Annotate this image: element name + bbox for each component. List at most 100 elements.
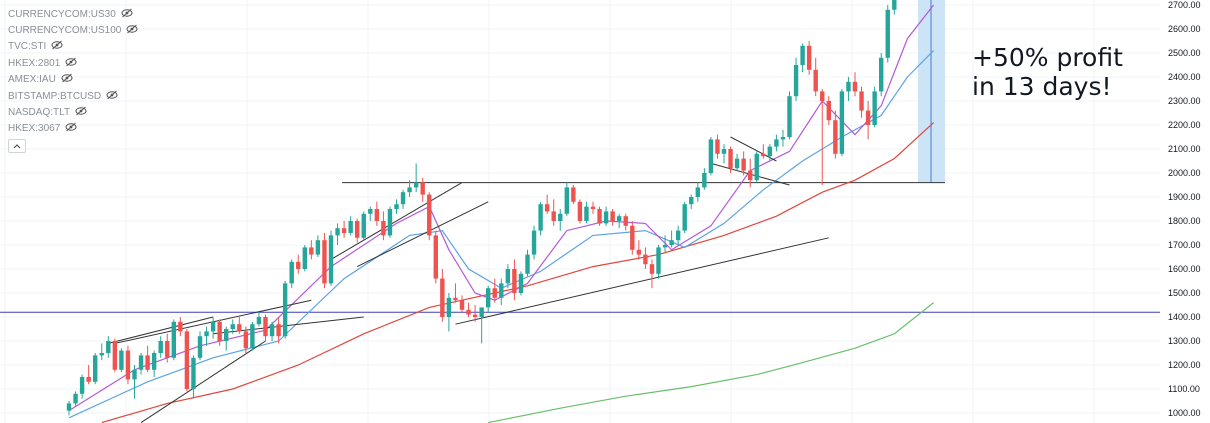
candle bbox=[486, 285, 491, 313]
candle-body bbox=[224, 329, 229, 341]
candle bbox=[551, 199, 556, 226]
candle-body bbox=[282, 283, 288, 337]
candle bbox=[472, 305, 478, 322]
candle bbox=[361, 211, 366, 241]
eye-hidden-icon[interactable] bbox=[126, 24, 138, 37]
candle bbox=[184, 329, 190, 392]
eye-hidden-icon[interactable] bbox=[65, 57, 77, 70]
candle bbox=[322, 233, 327, 289]
candle-body bbox=[793, 65, 799, 97]
eye-hidden-icon[interactable] bbox=[51, 40, 63, 53]
candle-body bbox=[230, 324, 235, 329]
candle bbox=[243, 326, 249, 353]
legend-item: TVC:STI bbox=[8, 39, 138, 55]
candle bbox=[833, 110, 838, 159]
y-tick-label: 2400.00 bbox=[1168, 72, 1201, 82]
candle bbox=[852, 72, 858, 97]
candle bbox=[872, 86, 877, 128]
candle bbox=[761, 144, 766, 159]
candle-body bbox=[885, 9, 890, 58]
candle bbox=[865, 101, 871, 140]
candle-body bbox=[472, 314, 478, 317]
candle-body bbox=[204, 331, 209, 337]
candle-body bbox=[73, 393, 78, 404]
eye-hidden-icon[interactable] bbox=[65, 122, 77, 135]
eye-hidden-icon[interactable] bbox=[61, 73, 73, 86]
candle bbox=[826, 96, 831, 125]
candle bbox=[649, 259, 655, 289]
candle-body bbox=[499, 283, 504, 298]
candle bbox=[571, 185, 576, 205]
candle-body bbox=[826, 101, 831, 121]
candle-body bbox=[151, 353, 157, 370]
candle-body bbox=[525, 254, 530, 274]
candle-body bbox=[407, 187, 412, 193]
candle-body bbox=[590, 206, 596, 209]
candle bbox=[394, 199, 399, 214]
candle bbox=[748, 158, 753, 188]
eye-hidden-icon[interactable] bbox=[121, 8, 133, 21]
candle-body bbox=[780, 137, 786, 140]
candle-body bbox=[197, 336, 203, 358]
candle-body bbox=[93, 355, 98, 382]
candle-body bbox=[394, 204, 399, 209]
candle-body bbox=[486, 288, 491, 308]
candle bbox=[617, 213, 622, 229]
candle bbox=[505, 264, 511, 289]
candle-body bbox=[800, 45, 805, 65]
eye-hidden-icon[interactable] bbox=[106, 90, 118, 103]
candle-body bbox=[617, 216, 622, 221]
candle-body bbox=[721, 149, 727, 154]
chevron-up-icon bbox=[13, 144, 21, 149]
eye-hidden-icon[interactable] bbox=[75, 106, 87, 119]
candle bbox=[512, 259, 517, 301]
candle bbox=[427, 192, 432, 241]
candle-body bbox=[112, 341, 118, 370]
candle-body bbox=[263, 317, 268, 337]
candle-body bbox=[892, 0, 897, 10]
candle bbox=[806, 41, 812, 75]
candle bbox=[623, 213, 628, 231]
y-tick-label: 1000.00 bbox=[1168, 408, 1201, 418]
candle bbox=[682, 201, 687, 233]
candle-body bbox=[119, 350, 124, 370]
candle-body bbox=[859, 91, 864, 111]
candle-body bbox=[820, 91, 825, 101]
candle-body bbox=[178, 321, 183, 332]
candle-body bbox=[269, 324, 275, 337]
candle-body bbox=[741, 158, 746, 171]
collapse-legend-button[interactable] bbox=[8, 139, 26, 154]
candle bbox=[230, 319, 235, 334]
candle bbox=[492, 278, 497, 303]
candle bbox=[309, 240, 314, 260]
candle-body bbox=[597, 209, 602, 224]
candle-body bbox=[217, 321, 222, 341]
legend-symbol: BITSTAMP:BTCUSD bbox=[8, 90, 102, 102]
profit-annotation: +50% profit in 13 days! bbox=[972, 43, 1123, 101]
candle bbox=[741, 151, 746, 176]
candle-body bbox=[774, 139, 779, 147]
candle-body bbox=[505, 269, 511, 284]
candle-body bbox=[309, 247, 314, 255]
candle-body bbox=[374, 209, 380, 221]
candle-body bbox=[656, 247, 661, 274]
legend-item: CURRENCYCOM:US30 bbox=[8, 6, 138, 22]
candle bbox=[800, 43, 805, 73]
candle-body bbox=[558, 213, 563, 221]
candle bbox=[400, 189, 406, 209]
candle bbox=[689, 194, 694, 209]
candle bbox=[335, 223, 340, 245]
candle bbox=[132, 365, 137, 399]
candle bbox=[702, 168, 707, 190]
candle bbox=[191, 355, 196, 399]
candle bbox=[145, 345, 150, 373]
candle-body bbox=[427, 194, 432, 236]
y-tick-label: 1900.00 bbox=[1168, 192, 1201, 202]
trendline bbox=[730, 136, 777, 162]
candle bbox=[355, 218, 360, 243]
candle bbox=[210, 317, 216, 339]
candle bbox=[125, 345, 131, 385]
candle-body bbox=[610, 211, 615, 221]
candle bbox=[885, 5, 890, 63]
candle bbox=[368, 206, 373, 221]
